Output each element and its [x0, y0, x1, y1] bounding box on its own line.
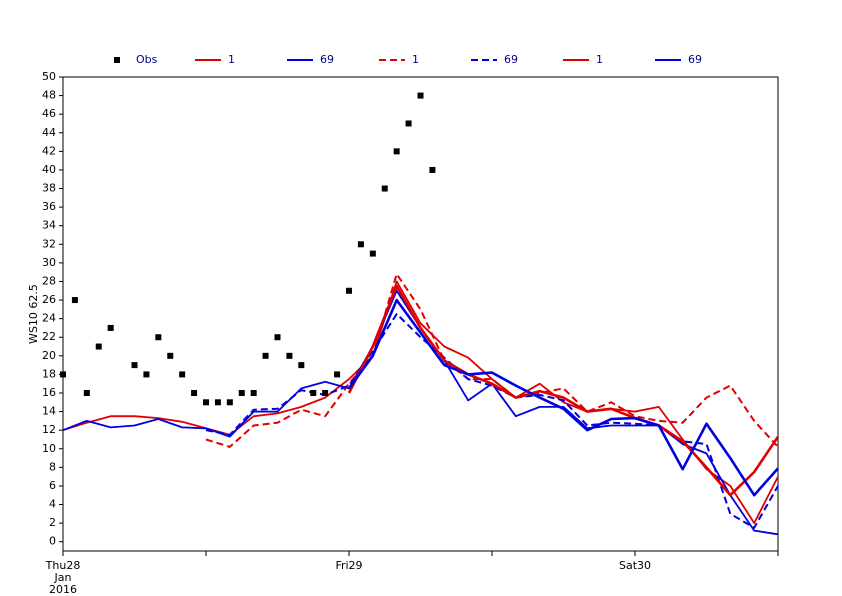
legend-label: 1: [228, 53, 235, 66]
series-line: [347, 284, 780, 497]
y-tick-label: 36: [42, 200, 56, 213]
obs-point: [226, 399, 233, 406]
series-line: [62, 280, 779, 524]
y-tick-label: 32: [42, 237, 56, 250]
x-tick-label: Fri29: [335, 559, 362, 572]
series-line: [347, 298, 779, 497]
y-tick-label: 14: [42, 405, 56, 418]
y-tick-label: 30: [42, 256, 56, 269]
x-date-label: Jan: [54, 571, 72, 584]
obs-point: [131, 362, 138, 369]
y-tick-label: 4: [49, 498, 56, 511]
obs-point: [274, 334, 281, 341]
obs-point: [381, 185, 388, 192]
obs-point: [214, 399, 221, 406]
obs-point: [357, 241, 364, 248]
legend-label: Obs: [136, 53, 158, 66]
obs-point: [143, 371, 150, 378]
legend-label: 69: [688, 53, 702, 66]
y-tick-label: 2: [49, 516, 56, 529]
legend-label: 69: [320, 53, 334, 66]
y-tick-label: 50: [42, 70, 56, 83]
y-tick-label: 22: [42, 330, 56, 343]
y-tick-label: 42: [42, 144, 56, 157]
y-tick-label: 28: [42, 274, 56, 287]
x-tick-label: Thu28: [45, 559, 81, 572]
y-tick-label: 40: [42, 163, 56, 176]
legend-label: 1: [596, 53, 603, 66]
y-tick-label: 34: [42, 219, 56, 232]
y-tick-label: 38: [42, 182, 56, 195]
obs-point: [429, 166, 436, 173]
obs-point: [262, 352, 269, 359]
y-tick-label: 18: [42, 367, 56, 380]
obs-point: [203, 399, 209, 406]
plot-frame: [62, 76, 779, 552]
obs-point: [405, 120, 412, 127]
y-tick-label: 48: [42, 89, 56, 102]
obs-point: [191, 390, 198, 396]
legend-label: 69: [504, 53, 518, 66]
y-tick-label: 20: [42, 349, 56, 362]
obs-point: [167, 352, 174, 359]
obs-point: [107, 324, 114, 331]
obs-point: [250, 390, 257, 396]
legend: Obs 1 69 1 69 1 69: [114, 53, 702, 66]
obs-point: [71, 297, 78, 304]
obs-point: [83, 390, 90, 396]
y-tick-label: 0: [49, 535, 56, 548]
obs-point: [393, 148, 400, 155]
series-line: [205, 313, 779, 529]
y-tick-label: 10: [42, 442, 56, 455]
legend-label: 1: [412, 53, 419, 66]
series-line: [205, 273, 779, 448]
x-date-label: 2016: [49, 583, 77, 596]
y-axis-label: WS10 62.5: [27, 284, 40, 344]
obs-point: [155, 334, 162, 341]
obs-point: [334, 371, 341, 378]
obs-point: [369, 250, 376, 257]
x-tick-label: Sat30: [619, 559, 651, 572]
y-tick-label: 24: [42, 312, 56, 325]
y-tick-label: 6: [49, 479, 56, 492]
y-tick-label: 12: [42, 423, 56, 436]
y-tick-label: 46: [42, 107, 56, 120]
y-tick-label: 16: [42, 386, 56, 399]
obs-point: [60, 371, 66, 378]
y-tick-label: 26: [42, 293, 56, 306]
obs-point: [322, 390, 329, 396]
obs-point: [310, 390, 317, 396]
obs-point: [346, 287, 352, 294]
obs-point: [238, 390, 245, 396]
y-tick-label: 8: [49, 460, 56, 473]
obs-point: [95, 343, 102, 350]
obs-point: [179, 371, 186, 378]
obs-point: [298, 362, 305, 369]
obs-point: [417, 92, 424, 99]
legend-marker: [114, 57, 120, 63]
y-tick-label: 44: [42, 126, 56, 139]
obs-point: [286, 352, 293, 359]
